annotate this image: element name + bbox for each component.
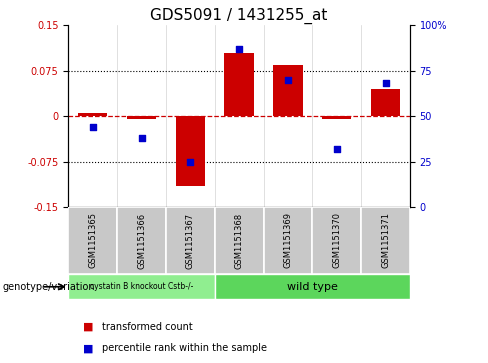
Bar (273, 65, 303, 116)
Text: GSM1151366: GSM1151366 (137, 212, 146, 269)
Bar (117, 207, 166, 274)
Text: genotype/variation: genotype/variation (2, 282, 95, 292)
Bar (312, 207, 361, 274)
Bar (361, 207, 410, 274)
Point (138, 135, 145, 141)
Bar (127, 116, 156, 119)
Point (235, 46, 243, 52)
Point (284, 77, 292, 83)
Bar (68, 207, 117, 274)
Bar (371, 89, 400, 116)
Bar (322, 116, 351, 119)
Point (382, 81, 389, 86)
Text: percentile rank within the sample: percentile rank within the sample (102, 343, 267, 354)
Text: GSM1151369: GSM1151369 (284, 212, 292, 269)
Text: transformed count: transformed count (102, 322, 193, 332)
Point (89, 124, 97, 130)
Text: GSM1151365: GSM1151365 (88, 212, 97, 269)
Bar (224, 53, 254, 116)
Text: GSM1151371: GSM1151371 (381, 212, 390, 269)
Text: wild type: wild type (287, 282, 338, 292)
Bar (166, 207, 215, 274)
Text: ■: ■ (83, 322, 94, 332)
Text: GSM1151368: GSM1151368 (235, 212, 244, 269)
Point (333, 146, 341, 152)
Bar (176, 116, 205, 186)
Text: cystatin B knockout Cstb-/-: cystatin B knockout Cstb-/- (90, 282, 193, 291)
Text: ■: ■ (83, 343, 94, 354)
Bar (215, 207, 264, 274)
Bar (215, 274, 410, 299)
Text: GSM1151367: GSM1151367 (186, 212, 195, 269)
Title: GDS5091 / 1431255_at: GDS5091 / 1431255_at (150, 8, 328, 24)
Bar (68, 274, 215, 299)
Bar (78, 113, 107, 116)
Text: GSM1151370: GSM1151370 (332, 212, 341, 269)
Point (186, 159, 194, 164)
Bar (264, 207, 312, 274)
